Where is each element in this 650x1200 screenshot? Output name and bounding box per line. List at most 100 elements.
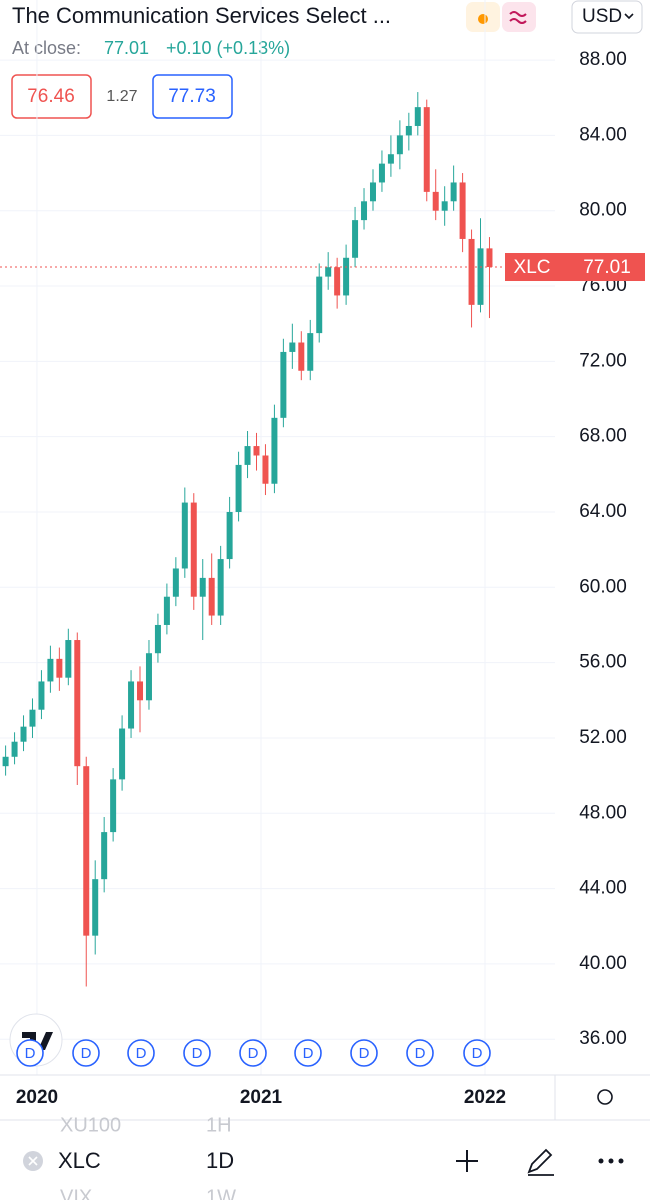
- candle-body: [316, 276, 323, 334]
- symbol-behind: VIX: [60, 1186, 92, 1200]
- candle-body: [280, 351, 287, 418]
- draw-icon[interactable]: [527, 1148, 554, 1176]
- candle-body: [423, 107, 430, 192]
- candle-body: [128, 681, 135, 729]
- waves-icon: [509, 11, 527, 24]
- candle-body: [74, 640, 81, 767]
- y-tick-label: 40.00: [579, 953, 627, 974]
- settings-icon[interactable]: [597, 1089, 613, 1105]
- interval-behind: 1H: [206, 1114, 232, 1136]
- toolbar-interval[interactable]: 1D: [206, 1148, 234, 1173]
- candle-body: [244, 446, 251, 465]
- toolbar-symbol[interactable]: XLC: [58, 1148, 101, 1173]
- y-tick-label: 44.00: [579, 878, 627, 899]
- y-tick-label: 64.00: [579, 501, 627, 522]
- candle-body: [387, 154, 394, 164]
- candle-body: [119, 728, 126, 780]
- dividend-marker[interactable]: [16, 1039, 44, 1067]
- buy-button[interactable]: [152, 74, 233, 119]
- y-tick-label: 80.00: [579, 200, 627, 221]
- currency-dropdown[interactable]: [571, 0, 643, 34]
- y-tick-label: 36.00: [579, 1028, 627, 1049]
- more-icon[interactable]: [598, 1158, 624, 1164]
- x-tick-label: 2020: [16, 1087, 58, 1108]
- candle-body: [235, 464, 242, 512]
- candle-body: [441, 201, 448, 211]
- candle-body: [253, 446, 260, 456]
- y-tick-label: 72.00: [579, 350, 627, 371]
- candle-body: [486, 248, 493, 268]
- candle-body: [369, 182, 376, 202]
- dividend-marker[interactable]: [350, 1039, 378, 1067]
- y-tick-label: 56.00: [579, 652, 627, 673]
- candle-body: [298, 342, 305, 371]
- dividend-marker[interactable]: [72, 1039, 100, 1067]
- close-price: 77.01: [104, 38, 149, 58]
- candle-body: [11, 741, 18, 757]
- symbol-behind: XU100: [60, 1114, 121, 1136]
- candle-body: [208, 577, 215, 616]
- candle-body: [199, 577, 206, 597]
- ask: 77.73: [168, 86, 216, 107]
- price-tag-label: 77.01: [583, 257, 631, 278]
- spread: 1.27: [106, 88, 137, 105]
- candle-body: [47, 658, 54, 682]
- y-tick-label: 84.00: [579, 124, 627, 145]
- dividend-marker[interactable]: [463, 1039, 491, 1067]
- toolbar-bg: [0, 1140, 650, 1184]
- candle-body: [343, 257, 350, 296]
- x-tick-label: 2021: [240, 1087, 283, 1108]
- dividend-marker[interactable]: [406, 1039, 434, 1067]
- candle-body: [29, 709, 36, 727]
- dividend-label: D: [359, 1045, 370, 1062]
- logo-mark: [22, 1032, 53, 1050]
- dividend-label: D: [248, 1045, 259, 1062]
- y-tick-label: 68.00: [579, 426, 627, 447]
- clear-x: [28, 1156, 38, 1166]
- price-tag: [573, 253, 645, 282]
- symbol-title[interactable]: The Communication Services Select ...: [12, 3, 391, 28]
- dividend-label: D: [81, 1045, 92, 1062]
- candle-body: [83, 766, 90, 936]
- dividend-marker[interactable]: [127, 1039, 155, 1067]
- bid: 76.46: [27, 86, 75, 107]
- candle-body: [459, 182, 466, 239]
- candle-body: [101, 832, 108, 880]
- dividend-label: D: [415, 1045, 426, 1062]
- candle-body: [289, 342, 296, 352]
- candle-body: [190, 502, 197, 597]
- candle-body: [65, 640, 72, 678]
- y-tick-label: 52.00: [579, 727, 627, 748]
- y-tick-label: 88.00: [579, 49, 627, 70]
- dividend-marker[interactable]: [183, 1039, 211, 1067]
- plot-area[interactable]: [0, 0, 555, 1075]
- candle-body: [271, 417, 278, 484]
- candle-body: [110, 779, 117, 833]
- currency: USD: [582, 6, 622, 27]
- sell-button[interactable]: [11, 74, 92, 119]
- add-icon[interactable]: [456, 1150, 478, 1172]
- extended-hours-icon[interactable]: [502, 2, 536, 32]
- candle-body: [217, 559, 224, 616]
- candle-body: [325, 267, 332, 277]
- dividend-marker[interactable]: [294, 1039, 322, 1067]
- y-tick-label: 48.00: [579, 802, 627, 823]
- candle-body: [450, 182, 457, 202]
- candle-body: [2, 756, 9, 767]
- candle-body: [352, 220, 359, 258]
- candle-body: [226, 511, 233, 560]
- candle-body: [396, 135, 403, 155]
- candle-body: [262, 455, 269, 484]
- candle-body: [163, 596, 170, 625]
- candle-body: [92, 879, 99, 936]
- candle-body: [154, 624, 161, 654]
- interval-behind: 1W: [206, 1186, 236, 1200]
- dividend-marker[interactable]: [239, 1039, 267, 1067]
- candle-body: [477, 248, 484, 305]
- dividend-label: D: [303, 1045, 314, 1062]
- candle-body: [145, 653, 152, 701]
- change: +0.10 (+0.13%): [166, 38, 290, 58]
- candle-body: [361, 201, 368, 221]
- x-tick-label: 2022: [464, 1087, 506, 1108]
